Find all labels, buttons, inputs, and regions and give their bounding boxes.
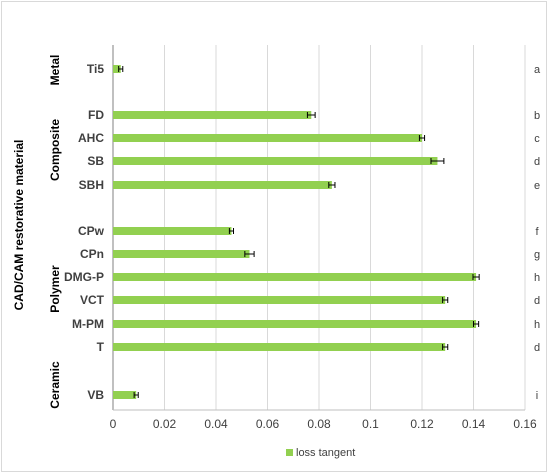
x-tick-label: 0.02 (153, 417, 177, 431)
bar-SB (113, 157, 438, 165)
group-label-polymer: Polymer (48, 265, 62, 313)
bar-AHC (113, 134, 422, 142)
significance-letter: d (534, 156, 540, 168)
significance-letter: b (534, 110, 540, 122)
significance-letter: d (534, 342, 540, 354)
significance-letter: h (534, 272, 540, 284)
legend-swatch (286, 449, 293, 456)
x-tick-label: 0.06 (256, 417, 280, 431)
group-label-metal: Metal (48, 55, 62, 86)
x-tick-label: 0.08 (307, 417, 331, 431)
x-tick-label: 0.12 (410, 417, 434, 431)
category-label: Ti5 (87, 62, 104, 76)
category-label: SBH (79, 178, 104, 192)
significance-letter: c (534, 133, 540, 145)
x-tick-label: 0.04 (204, 417, 228, 431)
bar-VCT (113, 296, 446, 304)
significance-letter: h (534, 319, 540, 331)
category-label: FD (88, 108, 104, 122)
group-label-ceramic: Ceramic (48, 361, 62, 409)
x-tick-label: 0.16 (513, 417, 537, 431)
category-label: CPw (78, 224, 105, 238)
category-label: VB (87, 388, 104, 402)
significance-letter: g (534, 249, 540, 261)
x-tick-label: 0.1 (362, 417, 379, 431)
bar-T (113, 343, 446, 351)
category-label: VCT (80, 293, 105, 307)
category-label: SB (87, 154, 104, 168)
legend-label: loss tangent (296, 447, 355, 459)
group-label-composite: Composite (48, 119, 62, 181)
bar-M-PM (113, 320, 477, 328)
y-axis-title: CAD/CAM restorative material (12, 140, 26, 311)
significance-letter: d (534, 295, 540, 307)
x-tick-label: 0.14 (462, 417, 486, 431)
bar-CPn (113, 250, 250, 258)
significance-letter: i (536, 390, 538, 402)
significance-letter: f (535, 226, 539, 238)
bar-SBH (113, 181, 332, 189)
significance-letter: e (534, 180, 540, 192)
category-label: AHC (78, 131, 104, 145)
bar-FD (113, 111, 312, 119)
bar-Ti5 (113, 65, 121, 73)
significance-letter: a (534, 64, 541, 76)
bar-VB (113, 391, 137, 399)
category-label: DMG-P (64, 270, 104, 284)
category-label: T (97, 340, 105, 354)
bar-CPw (113, 227, 232, 235)
category-label: M-PM (72, 317, 104, 331)
category-label: CPn (80, 247, 104, 261)
bar-DMG-P (113, 273, 477, 281)
x-tick-label: 0 (110, 417, 117, 431)
